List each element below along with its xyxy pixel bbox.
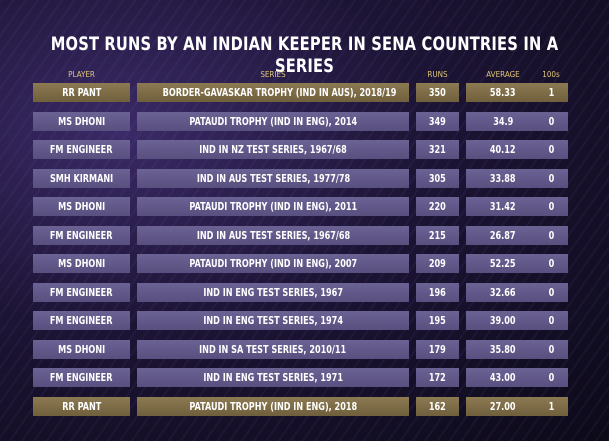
average-cell: 58.33 bbox=[466, 83, 540, 102]
runs-cell: 209 bbox=[416, 254, 459, 273]
player-cell: MS DHONI bbox=[33, 254, 130, 273]
average-cell: 26.87 bbox=[466, 226, 540, 245]
series-cell: IND IN ENG TEST SERIES, 1974 bbox=[137, 311, 409, 330]
runs-cell: 196 bbox=[416, 283, 459, 302]
runs-cell: 305 bbox=[416, 169, 459, 188]
runs-cell: 215 bbox=[416, 226, 459, 245]
series-cell: IND IN ENG TEST SERIES, 1971 bbox=[137, 368, 409, 387]
series-cell: BORDER-GAVASKAR TROPHY (IND IN AUS), 201… bbox=[137, 83, 409, 102]
hundreds-cell: 0 bbox=[534, 311, 568, 330]
runs-cell: 349 bbox=[416, 112, 459, 131]
player-cell: FM ENGINEER bbox=[33, 226, 130, 245]
series-cell: IND IN AUS TEST SERIES, 1977/78 bbox=[137, 169, 409, 188]
hundreds-cell: 0 bbox=[534, 340, 568, 359]
runs-cell: 220 bbox=[416, 197, 459, 216]
runs-cell: 172 bbox=[416, 368, 459, 387]
runs-cell: 350 bbox=[416, 83, 459, 102]
table-row: SMH KIRMANI IND IN AUS TEST SERIES, 1977/… bbox=[0, 169, 609, 188]
header-hundreds: 100s bbox=[542, 70, 560, 79]
player-cell: RR PANT bbox=[33, 83, 130, 102]
hundreds-cell: 0 bbox=[534, 368, 568, 387]
average-cell: 52.25 bbox=[466, 254, 540, 273]
average-cell: 40.12 bbox=[466, 140, 540, 159]
player-cell: SMH KIRMANI bbox=[33, 169, 130, 188]
header-average: AVERAGE bbox=[486, 70, 520, 79]
average-cell: 31.42 bbox=[466, 197, 540, 216]
table-row: MS DHONI PATAUDI TROPHY (IND IN ENG), 201… bbox=[0, 112, 609, 131]
series-cell: IND IN ENG TEST SERIES, 1967 bbox=[137, 283, 409, 302]
player-cell: FM ENGINEER bbox=[33, 311, 130, 330]
table-row: RR PANT PATAUDI TROPHY (IND IN ENG), 2018… bbox=[0, 397, 609, 416]
series-cell: IND IN AUS TEST SERIES, 1967/68 bbox=[137, 226, 409, 245]
average-cell: 33.88 bbox=[466, 169, 540, 188]
average-cell: 27.00 bbox=[466, 397, 540, 416]
table-row: MS DHONI PATAUDI TROPHY (IND IN ENG), 200… bbox=[0, 254, 609, 273]
hundreds-cell: 0 bbox=[534, 112, 568, 131]
table-row: FM ENGINEER IND IN NZ TEST SERIES, 1967/6… bbox=[0, 140, 609, 159]
player-cell: FM ENGINEER bbox=[33, 368, 130, 387]
hundreds-cell: 0 bbox=[534, 197, 568, 216]
table-row: RR PANT BORDER-GAVASKAR TROPHY (IND IN AU… bbox=[0, 83, 609, 102]
table-row: MS DHONI PATAUDI TROPHY (IND IN ENG), 201… bbox=[0, 197, 609, 216]
hundreds-cell: 0 bbox=[534, 169, 568, 188]
table-row: FM ENGINEER IND IN ENG TEST SERIES, 1974 1… bbox=[0, 311, 609, 330]
average-cell: 35.80 bbox=[466, 340, 540, 359]
header-player: PLAYER bbox=[68, 70, 95, 79]
runs-cell: 179 bbox=[416, 340, 459, 359]
hundreds-cell: 0 bbox=[534, 140, 568, 159]
player-cell: FM ENGINEER bbox=[33, 140, 130, 159]
hundreds-cell: 1 bbox=[534, 397, 568, 416]
hundreds-cell: 1 bbox=[534, 83, 568, 102]
table-row: FM ENGINEER IND IN AUS TEST SERIES, 1967/… bbox=[0, 226, 609, 245]
series-cell: IND IN NZ TEST SERIES, 1967/68 bbox=[137, 140, 409, 159]
average-cell: 39.00 bbox=[466, 311, 540, 330]
player-cell: MS DHONI bbox=[33, 197, 130, 216]
series-cell: PATAUDI TROPHY (IND IN ENG), 2018 bbox=[137, 397, 409, 416]
runs-cell: 321 bbox=[416, 140, 459, 159]
series-cell: IND IN SA TEST SERIES, 2010/11 bbox=[137, 340, 409, 359]
average-cell: 43.00 bbox=[466, 368, 540, 387]
series-cell: PATAUDI TROPHY (IND IN ENG), 2007 bbox=[137, 254, 409, 273]
player-cell: RR PANT bbox=[33, 397, 130, 416]
hundreds-cell: 0 bbox=[534, 226, 568, 245]
player-cell: MS DHONI bbox=[33, 340, 130, 359]
table-row: MS DHONI IND IN SA TEST SERIES, 2010/11 17… bbox=[0, 340, 609, 359]
runs-cell: 162 bbox=[416, 397, 459, 416]
series-cell: PATAUDI TROPHY (IND IN ENG), 2014 bbox=[137, 112, 409, 131]
hundreds-cell: 0 bbox=[534, 283, 568, 302]
player-cell: MS DHONI bbox=[33, 112, 130, 131]
runs-cell: 195 bbox=[416, 311, 459, 330]
player-cell: FM ENGINEER bbox=[33, 283, 130, 302]
average-cell: 32.66 bbox=[466, 283, 540, 302]
page-title: MOST RUNS BY AN INDIAN KEEPER IN SENA CO… bbox=[50, 33, 559, 77]
header-runs: RUNS bbox=[427, 70, 448, 79]
series-cell: PATAUDI TROPHY (IND IN ENG), 2011 bbox=[137, 197, 409, 216]
header-series: SERIES bbox=[260, 70, 286, 79]
average-cell: 34.9 bbox=[466, 112, 540, 131]
table-row: FM ENGINEER IND IN ENG TEST SERIES, 1967 1… bbox=[0, 283, 609, 302]
table-row: FM ENGINEER IND IN ENG TEST SERIES, 1971 1… bbox=[0, 368, 609, 387]
hundreds-cell: 0 bbox=[534, 254, 568, 273]
